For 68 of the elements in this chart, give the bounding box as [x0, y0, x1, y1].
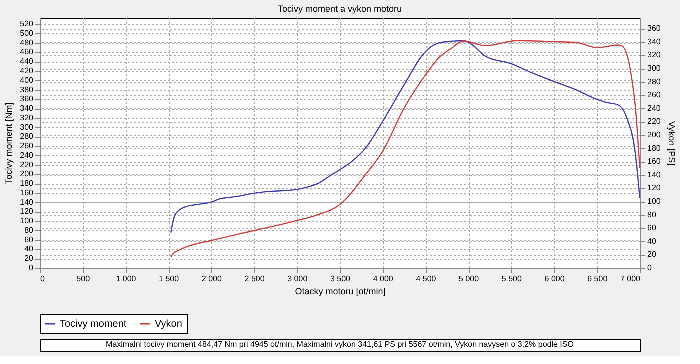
y-tick-label: 340: [20, 104, 34, 114]
x-tick-label: 1 500: [159, 274, 180, 284]
legend-label: Vykon: [155, 319, 182, 330]
y2-tick-label: 260: [648, 90, 662, 100]
y-tick-label: 40: [24, 244, 34, 254]
x-tick-label: 7 000: [620, 274, 642, 284]
y2-tick-label: 60: [648, 224, 657, 233]
y-tick-label: 140: [20, 198, 34, 207]
y2-tick-label: 140: [648, 170, 662, 180]
y-tick-label: 60: [24, 235, 34, 244]
y2-tick-label: 240: [648, 104, 662, 113]
x-tick-label: 500: [76, 274, 91, 284]
legend-label: Tocivy moment: [60, 319, 127, 330]
y2-tick-label: 0: [648, 264, 652, 272]
x-tick-label: 6 000: [544, 274, 566, 284]
y-tick-label: 20: [24, 254, 34, 264]
y2-tick-label: 80: [648, 210, 657, 220]
y-tick-label: 80: [24, 226, 34, 235]
y-tick-label: 260: [20, 142, 34, 151]
y2-tick-label: 40: [648, 236, 657, 246]
y-tick-label: 420: [20, 66, 34, 76]
y-tick-label: 360: [20, 94, 34, 104]
y-tick-label: 180: [20, 179, 34, 188]
x-tick-label: 6 500: [588, 274, 608, 284]
x-tick-label: 2 500: [244, 274, 266, 284]
y2-tick-label: 280: [648, 77, 662, 86]
y-tick-label: 300: [20, 122, 34, 132]
y2-tick-label: 360: [648, 24, 662, 34]
y2-tick-label: 340: [648, 37, 662, 46]
x-tick-label: 3 000: [288, 274, 308, 284]
x-tick-label: 5 500: [502, 274, 522, 284]
y2-tick-label: 320: [648, 50, 662, 60]
y-tick-label: 280: [20, 132, 34, 142]
y-tick-label: 380: [20, 85, 34, 94]
y2-tick-label: 20: [648, 250, 657, 260]
x-tick-label: 0: [40, 274, 46, 284]
y2-axis-title: Vykon [PS]: [666, 121, 677, 166]
x-tick-label: 1 000: [116, 274, 137, 284]
y2-tick-label: 100: [648, 197, 662, 206]
y-axis-title: Tocivy moment [Nm]: [4, 102, 14, 184]
y2-tick-label: 180: [648, 144, 662, 153]
y2-tick-label: 160: [648, 157, 662, 166]
y2-tick-label: 220: [648, 117, 662, 126]
y-tick-label: 200: [20, 170, 34, 179]
y-tick-label: 240: [20, 150, 34, 160]
y2-tick-label: 120: [648, 184, 662, 193]
y2-tick-label: 200: [648, 130, 662, 140]
y-tick-label: 160: [20, 188, 34, 198]
y2-tick-label: 300: [648, 64, 662, 74]
x-axis-title: Otacky motoru [ot/min]: [295, 286, 386, 296]
x-tick-label: 4 000: [373, 274, 394, 284]
x-tick-label: 2 000: [202, 274, 222, 284]
y-tick-label: 120: [20, 207, 34, 216]
y-tick-label: 520: [20, 20, 34, 29]
y-tick-label: 400: [20, 76, 34, 85]
y-tick-label: 0: [29, 264, 34, 272]
y-tick-label: 460: [20, 48, 34, 57]
x-tick-label: 4 500: [416, 274, 437, 284]
x-tick-label: 3 500: [330, 274, 352, 284]
y-tick-label: 440: [20, 57, 34, 66]
text: Maximalni tocivy moment 484,47 Nm pri 4945 ot/min, Maximalni vykon 341,61 PS pri 5567 ot/min, Vykon navysen o 3,2% podle ISO: [106, 340, 574, 349]
x-tick-label: 5 000: [459, 274, 480, 284]
y-tick-label: 480: [20, 38, 34, 48]
y-tick-label: 500: [20, 28, 34, 38]
chart-title: Tocivy moment a vykon motoru: [278, 4, 402, 14]
y-tick-label: 320: [20, 113, 34, 122]
y-tick-label: 100: [20, 216, 34, 226]
y-tick-label: 220: [20, 160, 34, 170]
